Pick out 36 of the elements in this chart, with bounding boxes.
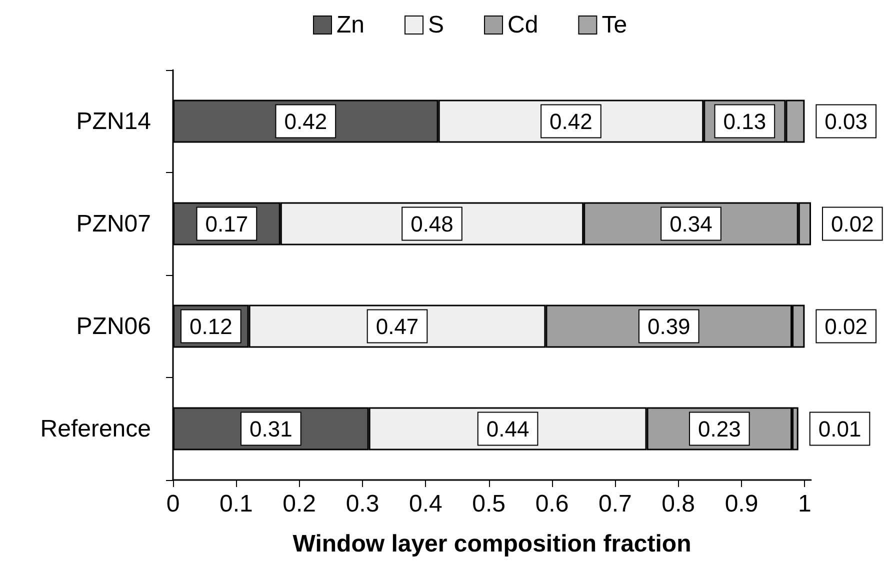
x-tick-label: 0.8	[662, 490, 696, 518]
y-tick-label: Reference	[40, 415, 151, 442]
x-tick-label: 1	[798, 490, 812, 518]
x-tick-label: 0.9	[724, 490, 758, 518]
data-label: 0.39	[647, 314, 690, 339]
data-label: 0.01	[818, 416, 862, 442]
data-label: 0.12	[189, 314, 232, 339]
x-tick-label: 0.7	[598, 490, 632, 518]
legend-label: Cd	[508, 12, 538, 38]
x-tick-label: 0.1	[219, 490, 253, 518]
data-label: 0.02	[824, 314, 868, 339]
x-tick-label: 0.2	[282, 490, 316, 518]
data-label: 0.48	[410, 211, 454, 236]
x-tick-label: 0.5	[472, 490, 506, 518]
data-label: 0.17	[205, 211, 248, 236]
legend-label: Zn	[336, 12, 365, 38]
data-label: 0.47	[376, 314, 419, 339]
data-label: 0.13	[723, 108, 766, 134]
legend-label: S	[428, 12, 444, 38]
data-label: 0.44	[486, 416, 530, 442]
data-label: 0.02	[831, 211, 874, 236]
y-tick-label: PZN06	[76, 312, 151, 340]
data-label: 0.34	[670, 211, 712, 236]
x-tick-label: 0.4	[408, 490, 442, 518]
x-tick-label: 0	[166, 490, 180, 518]
x-tick-label: 0.6	[535, 490, 569, 518]
data-label: 0.03	[824, 108, 868, 134]
y-tick-label: PZN07	[76, 210, 151, 238]
x-tick-label: 0.3	[346, 490, 380, 518]
y-tick-label: PZN14	[76, 108, 151, 135]
x-axis-title: Window layer composition fraction	[292, 530, 692, 558]
data-label: 0.42	[284, 108, 328, 134]
data-label: 0.31	[249, 416, 292, 442]
data-label: 0.42	[550, 108, 592, 134]
legend-label: Te	[602, 12, 628, 38]
data-label: 0.23	[698, 416, 741, 442]
